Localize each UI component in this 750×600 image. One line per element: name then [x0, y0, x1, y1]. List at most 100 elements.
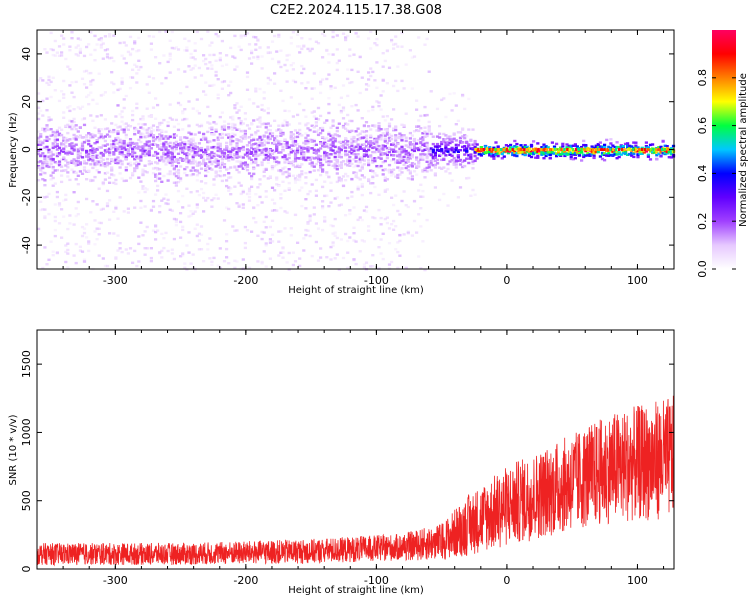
spectrogram-cell — [360, 182, 364, 186]
spectrogram-cell — [154, 143, 158, 146]
spectrogram-cell — [254, 147, 258, 151]
spectrogram-cell — [293, 165, 298, 169]
figure-title: C2E2.2024.115.17.38.G08 — [270, 3, 442, 18]
spectrogram-cell — [626, 153, 630, 156]
spectrogram-cell — [210, 263, 214, 266]
spectrogram-cell — [438, 154, 442, 157]
spectrogram-cell — [431, 135, 435, 138]
spectrogram-cell — [95, 102, 99, 105]
spectrogram-cell — [112, 59, 116, 63]
spectrogram-cell — [415, 125, 419, 128]
spectrogram-cell — [110, 144, 114, 148]
spectrogram-cell — [417, 129, 421, 133]
spectrogram-cell — [191, 212, 195, 215]
spectrogram-cell — [210, 151, 214, 154]
spectrogram-cell — [291, 79, 295, 82]
spectrogram-cell — [53, 234, 57, 238]
spectrogram-cell — [373, 79, 377, 82]
spectrogram-cell — [64, 159, 68, 162]
spectrogram-cell — [250, 158, 254, 162]
spectrogram-cell — [241, 134, 245, 138]
spectrogram-cell — [239, 105, 243, 108]
spectrogram-cell — [168, 52, 172, 55]
spectrogram-cell — [283, 210, 287, 213]
spectrogram-cell — [398, 135, 402, 138]
spectrogram-cell — [122, 98, 126, 101]
spectrogram-cell — [285, 170, 289, 174]
spectrogram-cell — [400, 136, 404, 139]
spectrogram-cell — [57, 222, 62, 225]
spectrogram-cell — [577, 148, 580, 151]
spectrogram-cell — [97, 187, 101, 190]
spectrogram-cell — [245, 32, 250, 35]
spectrogram-cell — [60, 90, 64, 93]
spectrogram-cell — [486, 150, 490, 154]
spectrogram-cell — [181, 128, 185, 131]
spectrogram-cell — [425, 143, 429, 147]
spectrogram-cell — [360, 193, 364, 197]
spectrogram-cell — [151, 35, 156, 38]
spectrogram-cell — [193, 145, 197, 148]
spectrogram-cell — [256, 38, 260, 41]
spectrogram-cell — [235, 147, 239, 151]
spectrogram-cell — [427, 149, 431, 152]
spectrogram-cell — [435, 145, 440, 149]
spectrogram-cell — [189, 143, 193, 147]
spectrogram-cell — [149, 115, 153, 118]
spectrogram-cell — [162, 137, 166, 140]
spectrogram-cell — [245, 154, 250, 158]
spectrogram-cell — [168, 39, 172, 42]
spectrogram-cell — [116, 146, 120, 150]
spectrogram-cell — [208, 167, 212, 170]
spectrogram-cell — [139, 221, 143, 224]
spectrogram-cell — [440, 149, 444, 152]
spectrogram-cell — [176, 48, 181, 51]
spectrogram-cell — [667, 156, 671, 159]
spectrogram-cell — [216, 197, 220, 200]
spectrogram-cell — [506, 148, 511, 152]
spectrogram-cell — [126, 128, 130, 131]
spectrogram-cell — [360, 136, 364, 139]
spectrogram-cell — [87, 139, 91, 143]
spectrogram-cell — [227, 126, 231, 129]
spectrogram-cell — [247, 199, 252, 202]
spectrogram-cell — [362, 149, 366, 152]
spectrogram-cell — [450, 154, 454, 157]
spectrogram-cell — [569, 153, 573, 156]
spectrogram-cell — [225, 133, 229, 136]
spectrogram-cell — [160, 158, 164, 161]
spectrogram-cell — [371, 175, 375, 178]
spectrogram-cell — [70, 127, 74, 131]
spectrogram-cell — [181, 110, 185, 113]
spectrogram-cell — [97, 233, 101, 236]
spectrogram-cell — [339, 96, 343, 99]
spectrogram-cell — [97, 131, 101, 135]
spectrogram-cell — [137, 49, 141, 52]
spectrogram-cell — [341, 109, 346, 112]
spectrogram-cell — [310, 147, 314, 150]
spectrogram-cell — [467, 176, 471, 180]
spectrogram-cell — [442, 140, 446, 143]
spectrogram-cell — [461, 94, 465, 98]
spectrogram-cell — [147, 91, 151, 94]
spectrogram-cell — [281, 167, 285, 170]
spectrogram-cell — [143, 190, 147, 194]
spectrogram-cell — [477, 148, 480, 151]
spectrogram-cell — [454, 159, 458, 162]
spectrogram-cell — [302, 67, 306, 71]
spectrogram-cell — [423, 268, 427, 272]
spectrogram-cell — [663, 148, 666, 151]
spectrogram-cell — [202, 260, 206, 263]
spectrogram-cell — [463, 145, 467, 148]
spectrogram-cell — [404, 266, 408, 270]
spectrogram-cell — [49, 118, 53, 121]
spectrogram-cell — [321, 136, 325, 139]
spectrogram-cell — [64, 141, 68, 144]
spectrogram-cell — [227, 94, 231, 97]
spectrogram-cell — [268, 156, 272, 159]
spectrogram-cell — [348, 212, 352, 216]
spectrogram-cell — [168, 116, 172, 120]
spectrogram-cell — [103, 144, 107, 147]
spectrogram-cell — [408, 157, 412, 160]
spectrogram-cell — [212, 147, 216, 150]
